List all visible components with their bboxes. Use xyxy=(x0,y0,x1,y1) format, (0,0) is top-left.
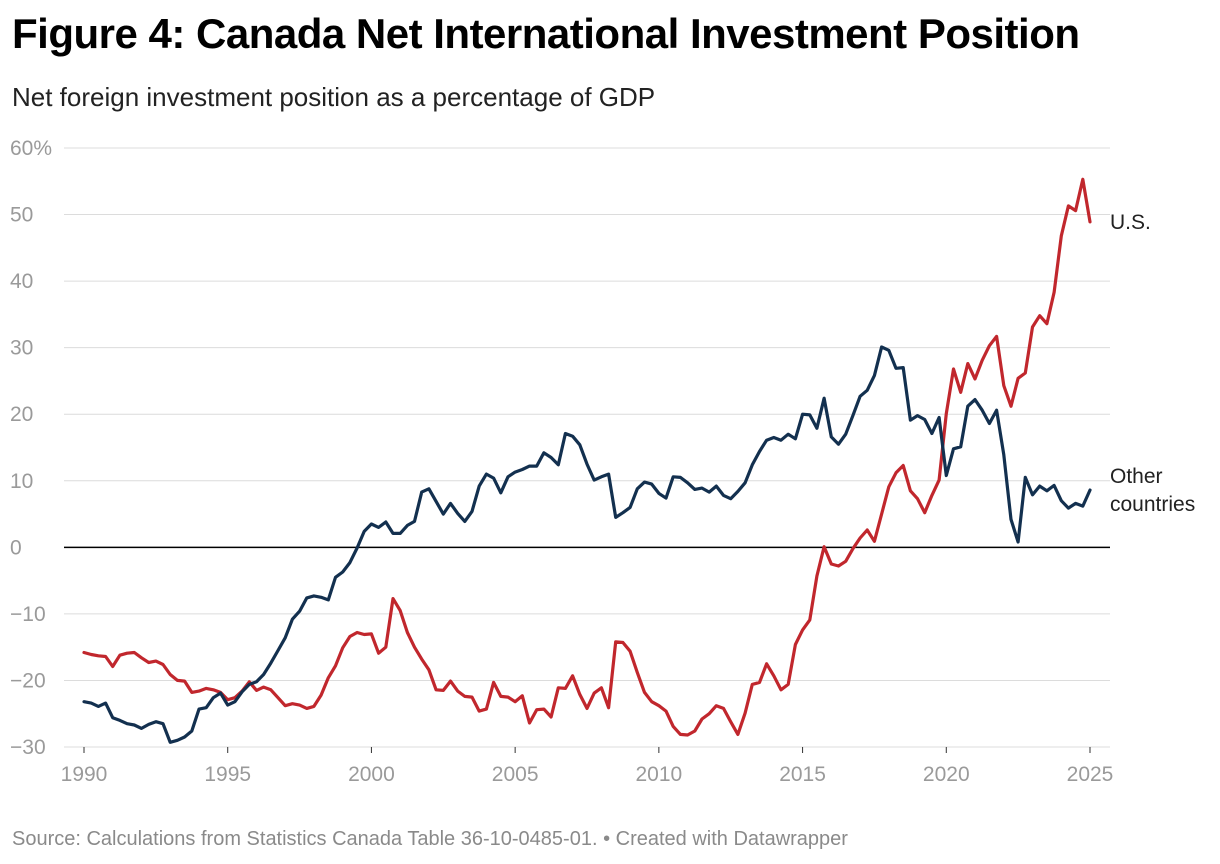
y-tick-label: 60% xyxy=(10,137,52,160)
gridlines xyxy=(64,147,1110,748)
chart-title: Figure 4: Canada Net International Inves… xyxy=(12,10,1080,57)
y-tick-label: −20 xyxy=(10,669,46,692)
y-axis-labels: 60% 50 40 30 20 10 0 −10 −20 −30 xyxy=(10,137,52,759)
series-line-u-s xyxy=(82,177,1092,737)
y-tick-label: 50 xyxy=(10,204,33,227)
y-tick-label: 10 xyxy=(10,470,33,493)
y-tick-label: −30 xyxy=(10,736,46,759)
x-tick-label: 2010 xyxy=(635,763,682,786)
series-label-u-s: U.S. xyxy=(1110,211,1151,234)
x-axis-labels: 1990 1995 2000 2005 2010 2015 2020 2025 xyxy=(61,747,1114,786)
x-tick-label: 2015 xyxy=(779,763,826,786)
y-tick-label: 0 xyxy=(10,536,22,559)
chart-subtitle: Net foreign investment position as a per… xyxy=(12,82,656,112)
series-label-other-countries: Other countries xyxy=(1110,465,1195,516)
y-tick-label: 30 xyxy=(10,337,33,360)
x-tick-label: 2000 xyxy=(348,763,395,786)
x-tick-label: 1990 xyxy=(61,763,108,786)
y-tick-label: −10 xyxy=(10,603,46,626)
x-tick-label: 2025 xyxy=(1067,763,1114,786)
x-tick-label: 2005 xyxy=(492,763,539,786)
x-tick-label: 1995 xyxy=(204,763,251,786)
x-tick-label: 2020 xyxy=(923,763,970,786)
source-note: Source: Calculations from Statistics Can… xyxy=(12,828,848,850)
series-labels: U.S. Other countries xyxy=(1110,211,1195,516)
y-tick-label: 40 xyxy=(10,270,33,293)
series-line-other-countries xyxy=(82,345,1092,744)
series-lines xyxy=(82,177,1092,744)
y-tick-label: 20 xyxy=(10,403,33,426)
